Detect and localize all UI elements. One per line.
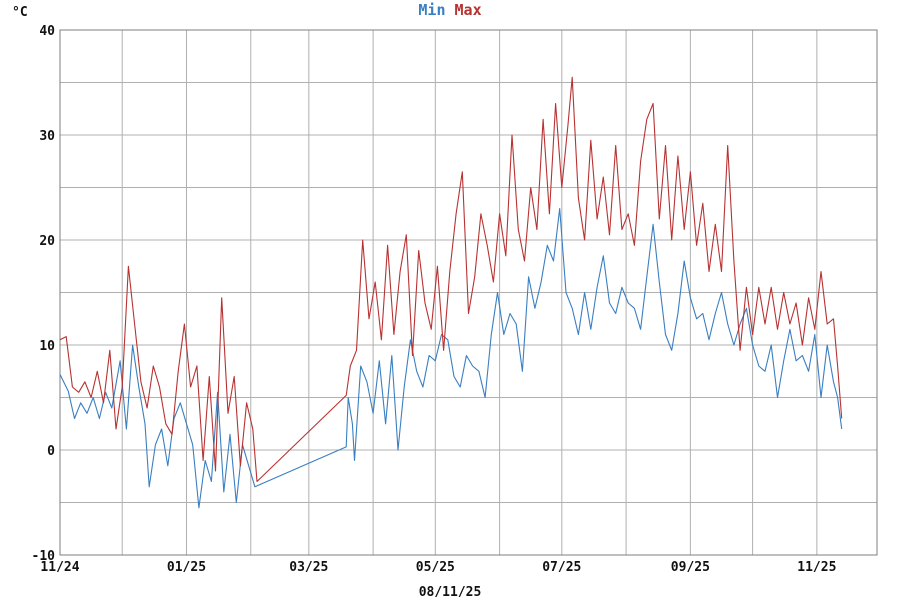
x-axis-label: 08/11/25 [419, 585, 482, 600]
y-tick-label: 10 [39, 339, 55, 354]
series-line-max [59, 76, 843, 483]
series-lines [59, 76, 843, 509]
y-tick-label: 40 [39, 24, 55, 39]
x-tick-label: 01/25 [167, 560, 206, 575]
legend-min: Min [418, 1, 445, 19]
series-line-min [59, 207, 843, 509]
x-tick-label: 07/25 [542, 560, 581, 575]
y-axis: -10 0 10 20 30 40 [32, 24, 56, 564]
legend-max: Max [455, 1, 482, 19]
x-tick-label: 11/24 [40, 560, 79, 575]
y-tick-label: 30 [39, 129, 55, 144]
x-tick-label: 09/25 [671, 560, 710, 575]
x-tick-label: 11/25 [797, 560, 836, 575]
y-tick-label: 20 [39, 234, 55, 249]
plot-frame [59, 29, 878, 556]
y-tick-label: -10 [32, 549, 56, 564]
x-tick-label: 03/25 [289, 560, 328, 575]
x-tick-label: 05/25 [416, 560, 455, 575]
x-axis: 11/24 01/25 03/25 05/25 07/25 09/25 11/25 [40, 560, 836, 575]
y-axis-unit: °C [12, 5, 28, 20]
legend: Min Max [418, 1, 481, 19]
y-tick-label: 0 [47, 444, 55, 459]
